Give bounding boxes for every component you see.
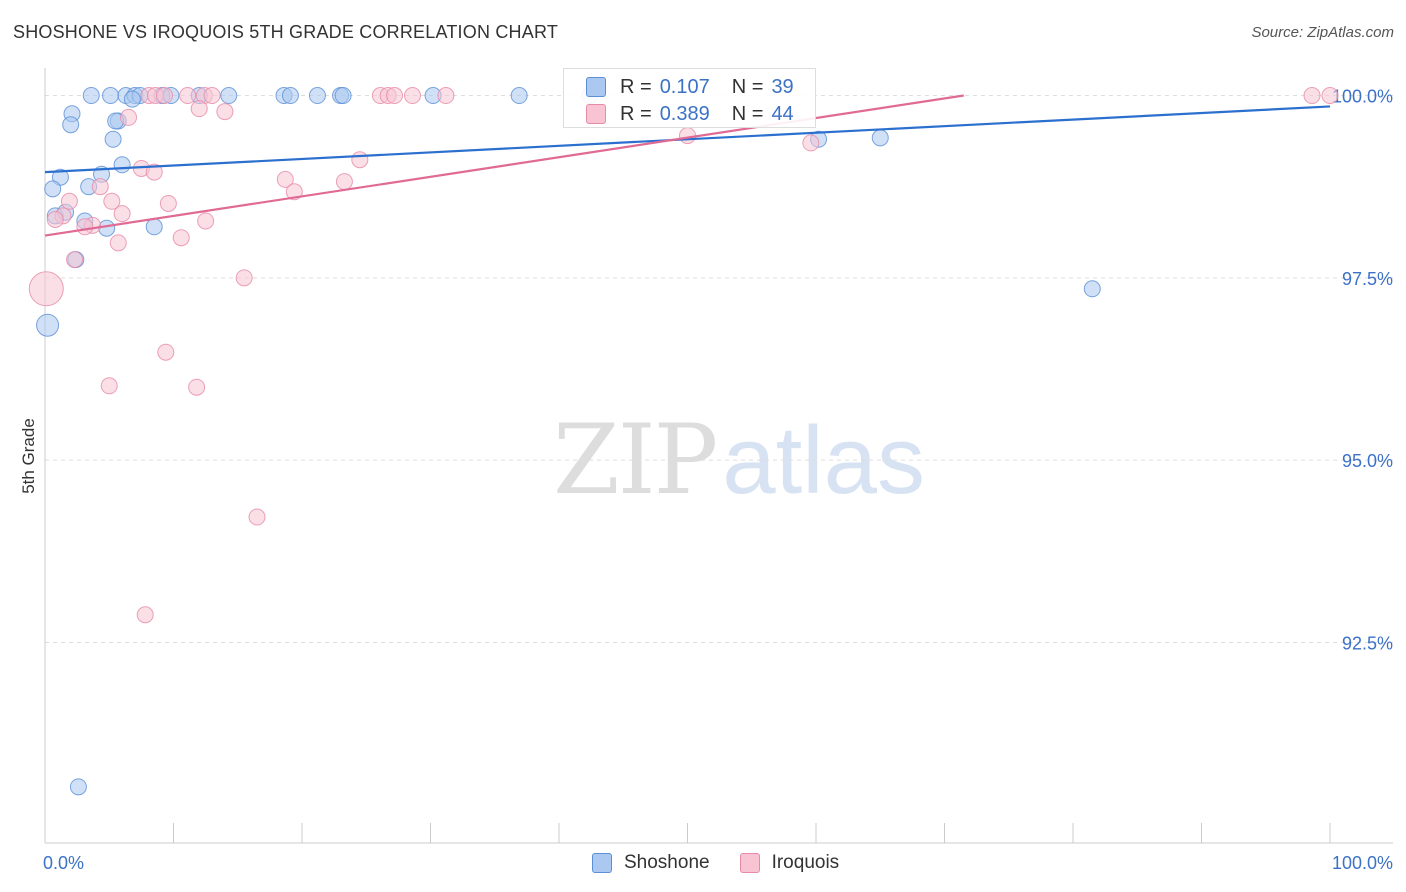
watermark: ZIPatlas — [553, 404, 925, 516]
iroquois-point — [156, 87, 174, 105]
iroquois-point — [437, 87, 455, 105]
iroquois-point — [60, 192, 78, 210]
iroquois-point — [216, 103, 234, 121]
shoshone-point — [1083, 280, 1101, 298]
iroquois-point — [1303, 87, 1321, 105]
iroquois-point — [157, 343, 175, 361]
shoshone-point — [220, 87, 238, 105]
shoshone-point — [36, 313, 60, 337]
r-value: 0.107 — [659, 75, 710, 98]
iroquois-point — [145, 163, 163, 181]
shoshone-point — [51, 168, 69, 186]
legend-label-shoshone: Shoshone — [624, 852, 710, 873]
shoshone-point — [281, 87, 299, 105]
shoshone-point — [510, 87, 528, 105]
iroquois-point — [159, 194, 177, 212]
n-value: 39 — [771, 75, 794, 98]
source-credit: Source: ZipAtlas.com — [1251, 24, 1394, 41]
iroquois-point — [285, 183, 303, 201]
legend-item-iroquois[interactable]: Iroquois — [739, 852, 840, 874]
n-label: N = — [731, 102, 764, 125]
iroquois-point — [190, 100, 208, 118]
iroquois-point — [179, 87, 197, 105]
iroquois-point — [100, 377, 118, 395]
shoshone-point — [82, 87, 100, 105]
shoshone-trend-line — [44, 105, 1331, 174]
shoshone-point — [62, 116, 80, 134]
shoshone-point — [44, 180, 62, 198]
iroquois-point — [335, 173, 353, 191]
iroquois-point — [351, 151, 369, 169]
iroquois-point — [386, 87, 404, 105]
correlation-legend: R = 0.107 N = 39 R = 0.389 N = 44 — [563, 68, 816, 128]
n-value: 44 — [771, 102, 794, 125]
iroquois-point — [235, 269, 253, 287]
legend-label-iroquois: Iroquois — [771, 852, 840, 873]
r-value: 0.389 — [659, 102, 710, 125]
shoshone-point — [102, 87, 120, 105]
iroquois-point — [28, 271, 64, 307]
watermark-zip: ZIP — [553, 404, 718, 516]
r-label: R = — [620, 75, 652, 98]
iroquois-swatch — [739, 853, 760, 873]
r-label: R = — [620, 102, 652, 125]
iroquois-point — [802, 134, 820, 152]
iroquois-swatch — [586, 104, 606, 124]
iroquois-point — [46, 210, 64, 228]
iroquois-point — [679, 127, 696, 145]
shoshone-point — [145, 218, 163, 236]
shoshone-point — [308, 87, 326, 105]
y-axis-label: 5th Grade — [19, 418, 38, 494]
iroquois-point — [203, 87, 221, 105]
iroquois-point — [276, 170, 294, 188]
series-legend: Shoshone Iroquois — [592, 852, 869, 874]
shoshone-swatch — [586, 77, 606, 97]
y-tick-label: 97.5% — [1342, 269, 1393, 289]
shoshone-point — [113, 156, 131, 174]
iroquois-point — [136, 606, 154, 624]
shoshone-point — [104, 130, 122, 148]
shoshone-swatch — [592, 853, 612, 873]
shoshone-point — [98, 219, 116, 237]
iroquois-point — [248, 508, 266, 526]
iroquois-point — [404, 87, 422, 105]
iroquois-point — [113, 205, 131, 223]
iroquois-point — [120, 108, 138, 126]
x-tick-label: 0.0% — [43, 853, 84, 873]
shoshone-point — [334, 87, 352, 105]
iroquois-point — [91, 178, 109, 196]
y-tick-label: 100.0% — [1332, 87, 1393, 107]
legend-item-shoshone[interactable]: Shoshone — [592, 852, 710, 874]
iroquois-point — [103, 192, 121, 210]
legend-row-iroquois: R = 0.389 N = 44 — [586, 102, 794, 126]
chart-title: SHOSHONE VS IROQUOIS 5TH GRADE CORRELATI… — [13, 22, 559, 42]
iroquois-point — [1321, 87, 1339, 105]
iroquois-point — [66, 251, 84, 269]
x-tick-label: 100.0% — [1332, 853, 1393, 873]
shoshone-point — [69, 778, 87, 796]
y-tick-label: 92.5% — [1342, 633, 1393, 653]
iroquois-point — [109, 234, 127, 252]
iroquois-point — [76, 218, 94, 236]
iroquois-point — [197, 212, 215, 230]
legend-row-shoshone: R = 0.107 N = 39 — [586, 75, 794, 99]
y-tick-label: 95.0% — [1342, 451, 1393, 471]
iroquois-point — [188, 378, 206, 396]
shoshone-point — [871, 129, 889, 147]
shoshone-point — [123, 90, 141, 108]
iroquois-point — [172, 229, 190, 247]
n-label: N = — [731, 75, 764, 98]
